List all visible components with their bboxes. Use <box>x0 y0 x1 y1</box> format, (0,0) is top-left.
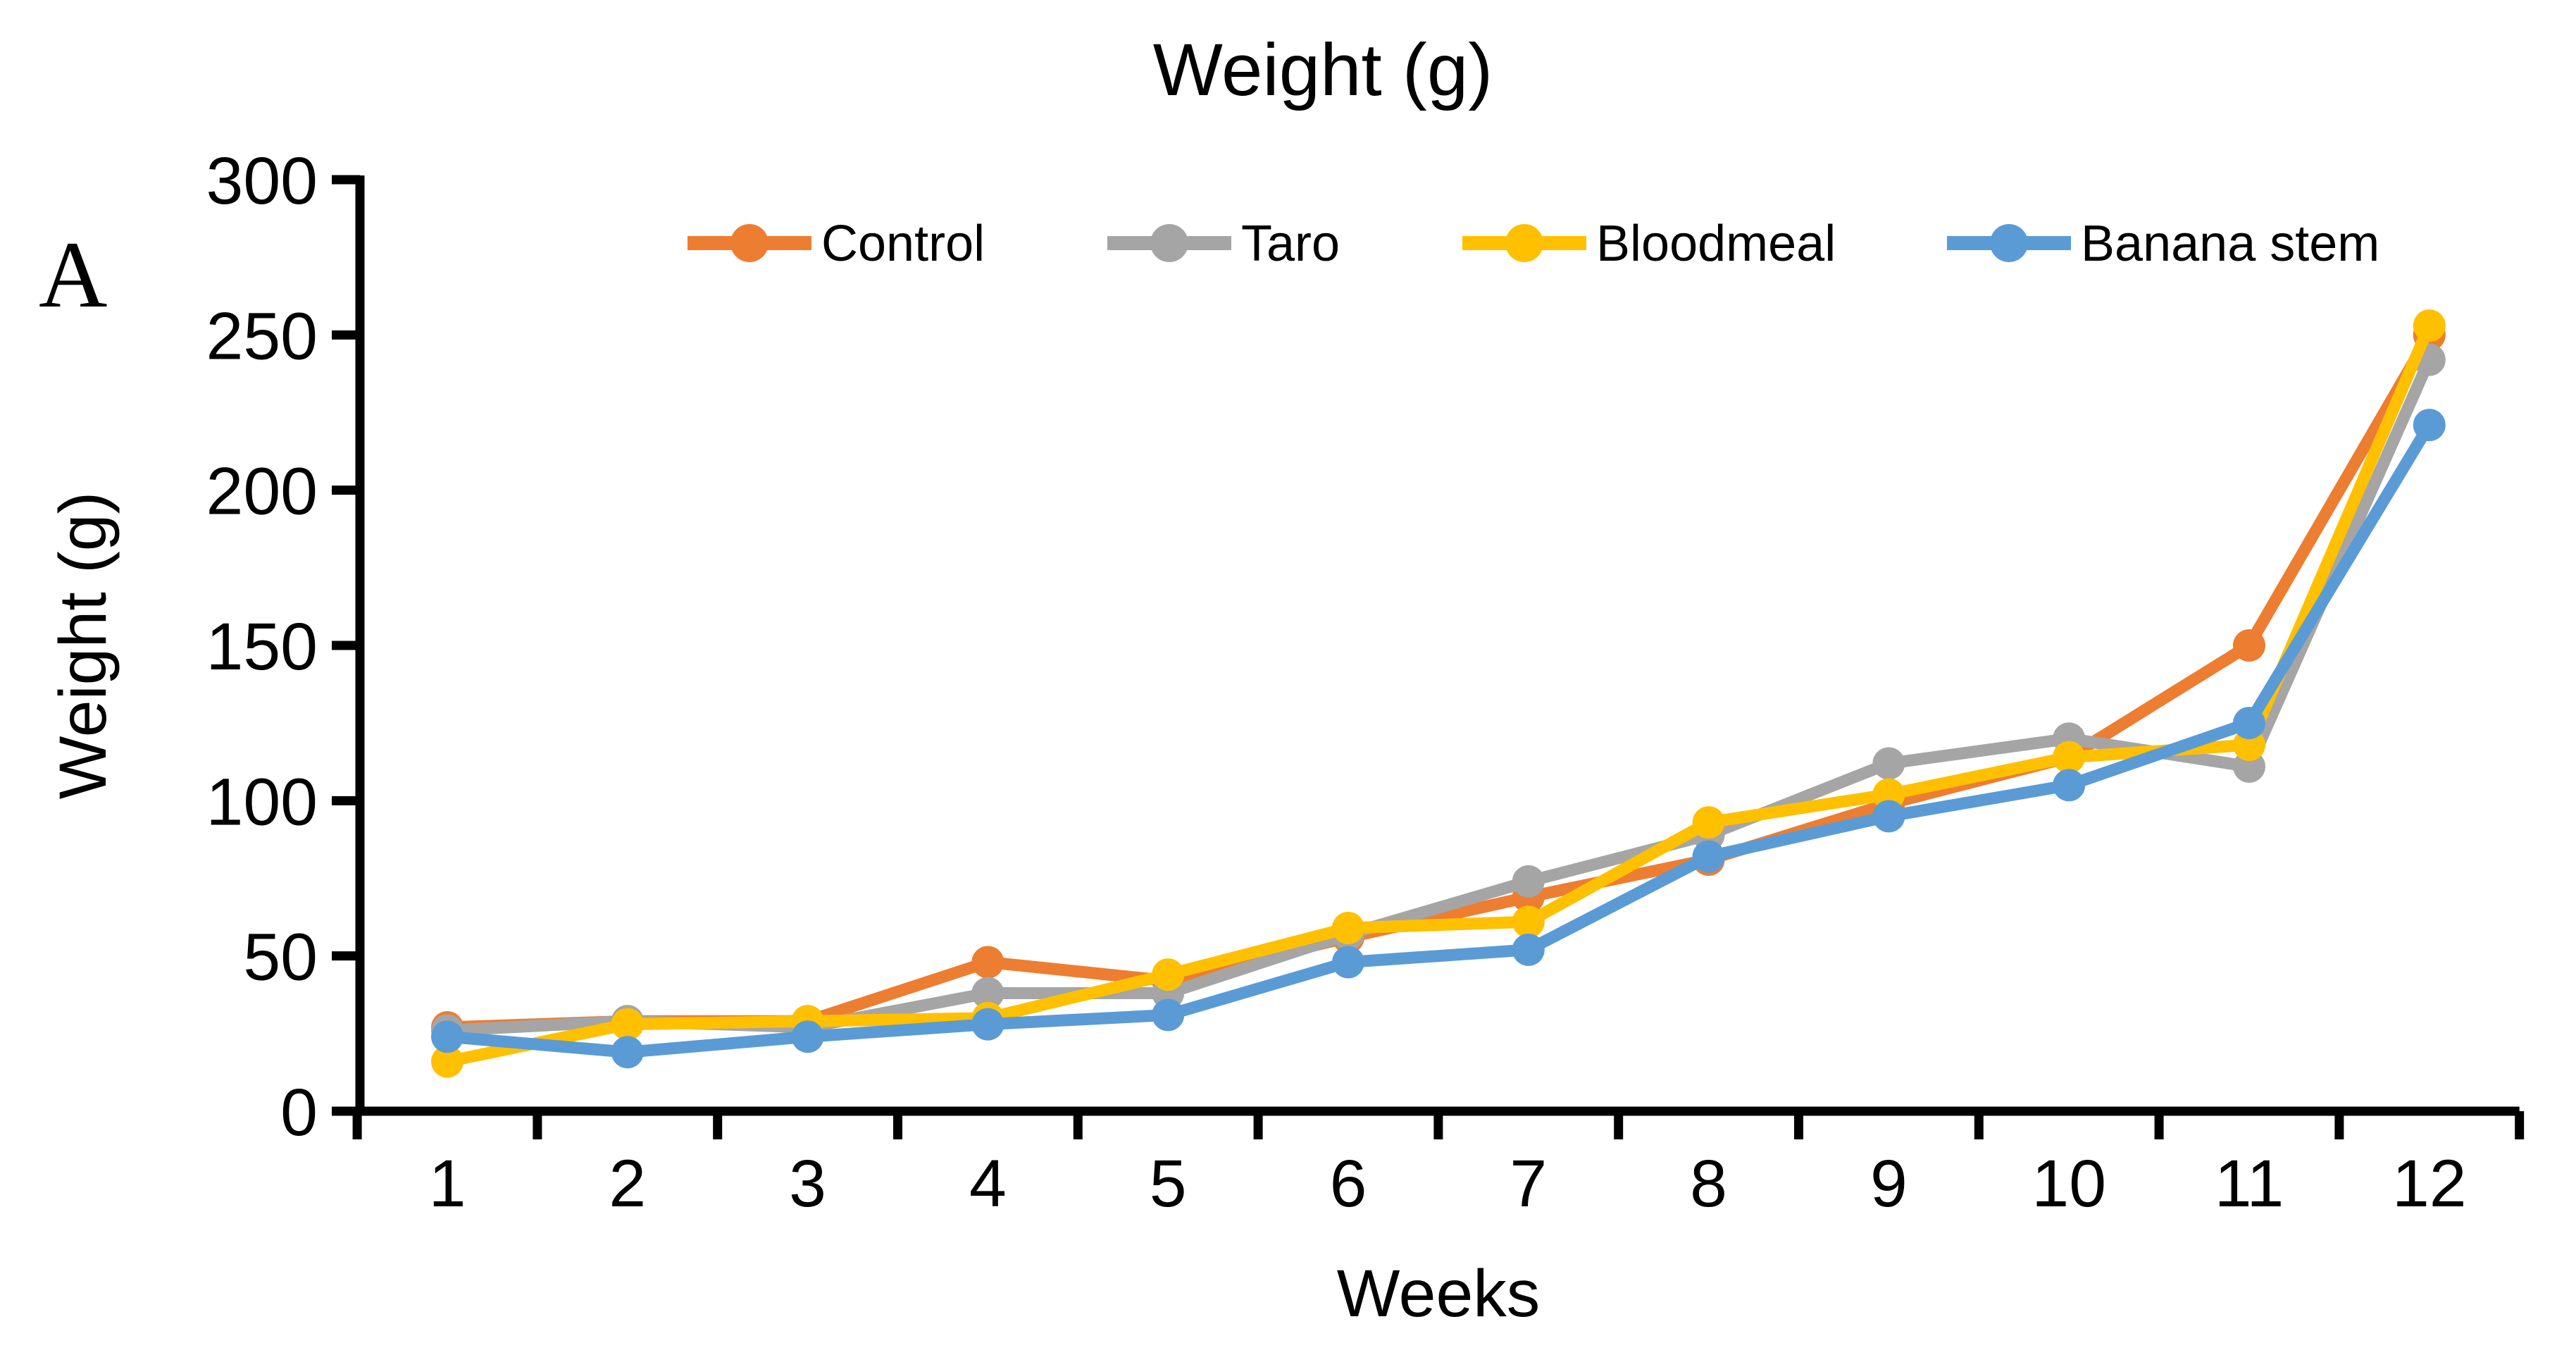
legend-item: Control <box>687 216 985 272</box>
series-marker-control <box>971 946 1004 979</box>
y-tick-label: 100 <box>206 765 318 839</box>
series-marker-banana-stem <box>1512 933 1545 966</box>
series-marker-banana-stem <box>2413 409 2446 442</box>
panel-label: A <box>39 223 108 328</box>
legend-item-label: Bloodmeal <box>1596 216 1836 272</box>
series-marker-banana-stem <box>431 1020 463 1053</box>
series-marker-banana-stem <box>2233 707 2265 740</box>
series-marker-bloodmeal <box>431 1045 463 1078</box>
legend-item: Banana stem <box>1947 216 2379 272</box>
x-tick-label: 1 <box>429 1146 466 1221</box>
series-marker-bloodmeal <box>1332 912 1364 945</box>
x-tick-label: 7 <box>1510 1146 1547 1221</box>
y-tick-label: 150 <box>206 610 318 684</box>
series-marker-bloodmeal <box>1692 806 1725 839</box>
x-tick-label: 11 <box>2215 1146 2284 1221</box>
series-marker-banana-stem <box>2053 769 2086 802</box>
series-marker-bloodmeal <box>1152 958 1185 991</box>
series-marker-taro <box>971 977 1004 1010</box>
x-tick-label: 12 <box>2392 1146 2467 1221</box>
series-marker-control <box>2233 629 2265 662</box>
legend-swatch-marker <box>1505 224 1543 262</box>
legend: Control Taro Bloodmeal Banana stem <box>687 216 2379 272</box>
x-tick-label: 2 <box>609 1146 646 1221</box>
legend-swatch-marker <box>730 224 769 262</box>
legend-item-label: Control <box>821 216 985 272</box>
x-axis-title: Weeks <box>1337 1256 1541 1331</box>
series-marker-banana-stem <box>1872 800 1905 833</box>
series-marker-taro <box>1512 865 1545 898</box>
y-tick-label: 300 <box>206 144 318 218</box>
series-marker-banana-stem <box>791 1020 824 1053</box>
y-axis-title: Weight (g) <box>46 492 120 799</box>
chart-title: Weight (g) <box>1153 29 1493 111</box>
legend-item: Bloodmeal <box>1462 216 1836 272</box>
y-tick-label: 200 <box>206 454 318 529</box>
legend-item: Taro <box>1107 216 1340 272</box>
series-marker-bloodmeal <box>2053 741 2086 774</box>
series-marker-banana-stem <box>1152 998 1185 1032</box>
legend-item-label: Taro <box>1241 216 1340 272</box>
series-marker-bloodmeal <box>611 1008 644 1041</box>
legend-swatch-marker <box>1150 224 1188 262</box>
x-tick-label: 3 <box>789 1146 826 1221</box>
series-marker-banana-stem <box>1332 946 1364 979</box>
series-marker-banana-stem <box>971 1008 1004 1041</box>
series-marker-bloodmeal <box>2413 309 2446 342</box>
series-line-bloodmeal <box>441 319 2436 1068</box>
series-marker-taro <box>1872 747 1905 780</box>
legend-item-label: Banana stem <box>2081 216 2379 272</box>
y-tick-label: 0 <box>280 1075 318 1150</box>
legend-swatch-marker <box>1990 224 2028 262</box>
series-marker-banana-stem <box>1692 840 1725 873</box>
x-tick-label: 9 <box>1870 1146 1908 1221</box>
x-tick-label: 6 <box>1330 1146 1367 1221</box>
y-tick-label: 50 <box>243 920 318 995</box>
x-tick-label: 10 <box>2031 1146 2106 1221</box>
y-tick-label: 250 <box>206 299 318 373</box>
series-line-banana-stem <box>441 419 2436 1058</box>
x-tick-label: 8 <box>1690 1146 1727 1221</box>
series-marker-banana-stem <box>611 1036 644 1069</box>
series-marker-bloodmeal <box>1512 905 1545 939</box>
x-tick-label: 5 <box>1150 1146 1187 1221</box>
x-tick-label: 4 <box>969 1146 1007 1221</box>
series-lines <box>431 309 2446 1078</box>
